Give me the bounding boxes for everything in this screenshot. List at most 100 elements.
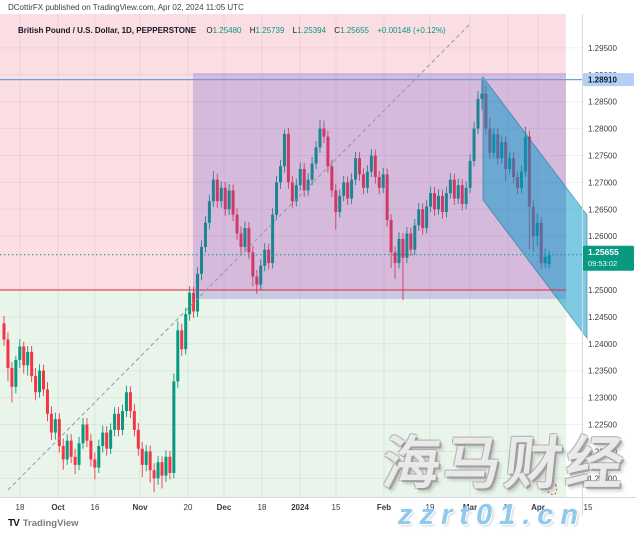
candle-body — [160, 462, 164, 476]
candle-body — [57, 419, 61, 447]
price-axis-label: 1.21500 — [588, 474, 617, 483]
candle-body — [211, 179, 215, 202]
candle-body — [101, 432, 105, 447]
price-axis-label: 1.22500 — [588, 421, 617, 430]
candle-body — [267, 249, 271, 264]
candle-body — [480, 93, 484, 100]
candle-body — [121, 411, 124, 430]
price-axis-label: 1.28500 — [588, 98, 617, 107]
candle-body — [429, 193, 433, 207]
price-change: +0.00148 (+0.12%) — [377, 26, 446, 35]
candle-body — [421, 209, 425, 229]
time-axis-label: Feb — [377, 503, 391, 512]
price-axis-label: 1.27500 — [588, 152, 617, 161]
candle-body — [223, 187, 227, 210]
candle-body — [385, 174, 389, 221]
candle-body — [259, 265, 263, 285]
candle-body — [196, 273, 200, 312]
candle-body — [105, 432, 109, 449]
candle-body — [34, 376, 38, 393]
current-price-label-text: 1.25655 — [588, 247, 619, 257]
candle-body — [144, 451, 148, 465]
candle-body — [168, 456, 172, 473]
symbol-info-bar: British Pound / U.S. Dollar, 1D, PEPPERS… — [18, 26, 446, 35]
candle-body — [409, 233, 413, 250]
candle-body — [271, 214, 275, 264]
candle-body — [464, 187, 468, 204]
candle-body — [140, 448, 144, 465]
price-axis-label: 1.26000 — [588, 232, 617, 241]
price-axis-label: 1.27000 — [588, 178, 617, 187]
candle-body — [227, 190, 231, 210]
candle-body — [472, 128, 476, 161]
candle-body — [176, 330, 180, 382]
candle-body — [389, 220, 393, 253]
time-axis-label: Apr — [531, 503, 545, 512]
candle-body — [113, 413, 117, 430]
candle-body — [468, 160, 472, 188]
candle-body — [53, 419, 57, 433]
support-zone — [0, 290, 566, 497]
price-axis-label: 1.24000 — [588, 340, 617, 349]
candle-body — [22, 346, 26, 366]
candle-body — [188, 292, 192, 315]
candle-body — [42, 370, 45, 390]
candle-body — [275, 182, 279, 215]
candle-body — [330, 166, 334, 191]
candle-body — [433, 193, 437, 210]
time-axis-label: Oct — [51, 503, 65, 512]
ohlc-low: L1.25394 — [292, 26, 327, 35]
time-axis-label: 19 — [426, 503, 435, 512]
price-axis-label: 1.24500 — [588, 313, 617, 322]
candle-body — [294, 185, 298, 202]
candle-body — [437, 195, 440, 210]
price-axis-label: 1.26500 — [588, 205, 617, 214]
candle-body — [132, 411, 136, 430]
time-axis-label: 15 — [584, 503, 593, 512]
candle-body — [373, 155, 377, 178]
candle-body — [448, 179, 452, 194]
price-axis-label: 1.23500 — [588, 367, 617, 376]
candle-body — [381, 174, 385, 188]
time-axis-label: 15 — [332, 503, 341, 512]
candle-body — [354, 158, 358, 180]
candle-body — [180, 330, 184, 350]
tradingview-attribution[interactable]: TV TradingView — [8, 518, 79, 529]
candle-body — [342, 182, 346, 196]
candle-body — [231, 190, 235, 215]
candle-body — [93, 459, 97, 468]
candle-body — [263, 249, 267, 266]
candle-body — [77, 443, 81, 465]
red-dashed-ellipse-marker — [544, 478, 558, 496]
candle-body — [89, 440, 93, 460]
dashed-trendline — [7, 23, 471, 491]
candle-body — [314, 147, 318, 164]
candle-body — [338, 195, 342, 212]
candle-body — [397, 238, 401, 264]
candle-body — [369, 155, 373, 172]
candle-body — [401, 238, 405, 258]
candle-body — [322, 128, 326, 137]
ohlc-open: O1.25480 — [206, 26, 242, 35]
candle-body — [377, 177, 381, 188]
resistance-price-label-text: 1.28910 — [588, 76, 617, 85]
candle-body — [425, 206, 429, 229]
candle-body — [456, 185, 460, 199]
candle-body — [302, 168, 306, 191]
candle-body — [200, 246, 203, 274]
time-axis-label: Dec — [217, 503, 232, 512]
candle-body — [49, 413, 53, 433]
candle-body — [413, 225, 417, 250]
candle-body — [306, 179, 310, 191]
candle-body — [10, 368, 14, 387]
candle-body — [290, 182, 294, 202]
price-axis-label: 1.22000 — [588, 447, 617, 456]
candle-body — [30, 351, 34, 377]
candle-body — [298, 168, 302, 186]
price-axis-label: 1.25000 — [588, 286, 617, 295]
publish-line: DCottirFX published on TradingView.com, … — [8, 3, 244, 12]
candle-body — [361, 174, 365, 188]
candle-body — [14, 359, 18, 387]
candle-body — [73, 456, 77, 465]
time-axis-label: Nov — [132, 503, 148, 512]
